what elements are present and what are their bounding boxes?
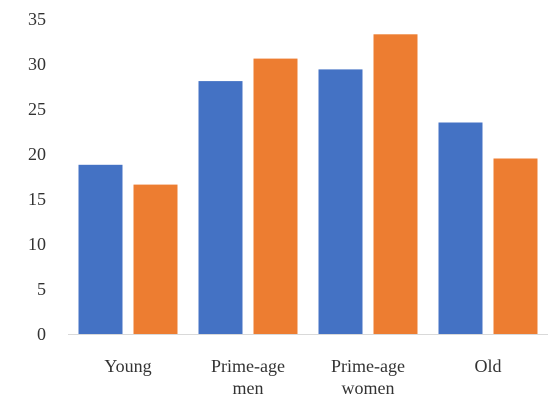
x-category-label-line: Young xyxy=(104,356,151,376)
x-category-label: Old xyxy=(475,356,502,376)
x-category-label-line: men xyxy=(233,378,264,398)
y-tick-label: 35 xyxy=(28,9,46,29)
bar-series-1-category-4 xyxy=(438,122,483,334)
bar-series-2-category-1 xyxy=(133,184,178,334)
y-tick-label: 15 xyxy=(28,189,46,209)
bar-series-1-category-3 xyxy=(318,69,363,335)
x-category-label-line: Prime-age xyxy=(211,356,285,376)
y-tick-label: 25 xyxy=(28,99,46,119)
y-tick-label: 5 xyxy=(37,279,46,299)
bar-series-2-category-2 xyxy=(253,58,298,334)
bar-series-1-category-2 xyxy=(198,81,243,334)
x-category-label: Prime-age men xyxy=(211,356,285,398)
y-axis-ticks: 0 5 10 15 20 25 30 35 xyxy=(28,9,46,344)
bar-series-2-category-4 xyxy=(493,158,538,334)
x-category-label-line: Old xyxy=(475,356,502,376)
y-tick-label: 0 xyxy=(37,324,46,344)
y-tick-label: 30 xyxy=(28,54,46,74)
bar-series-2-category-3 xyxy=(373,34,418,335)
bars xyxy=(78,34,538,335)
y-tick-label: 20 xyxy=(28,144,46,164)
y-tick-label: 10 xyxy=(28,234,46,254)
x-category-label-line: women xyxy=(342,378,395,398)
x-category-label-line: Prime-age xyxy=(331,356,405,376)
x-category-label: Young xyxy=(104,356,151,376)
bar-series-1-category-1 xyxy=(78,164,123,334)
x-category-label: Prime-age women xyxy=(331,356,405,398)
